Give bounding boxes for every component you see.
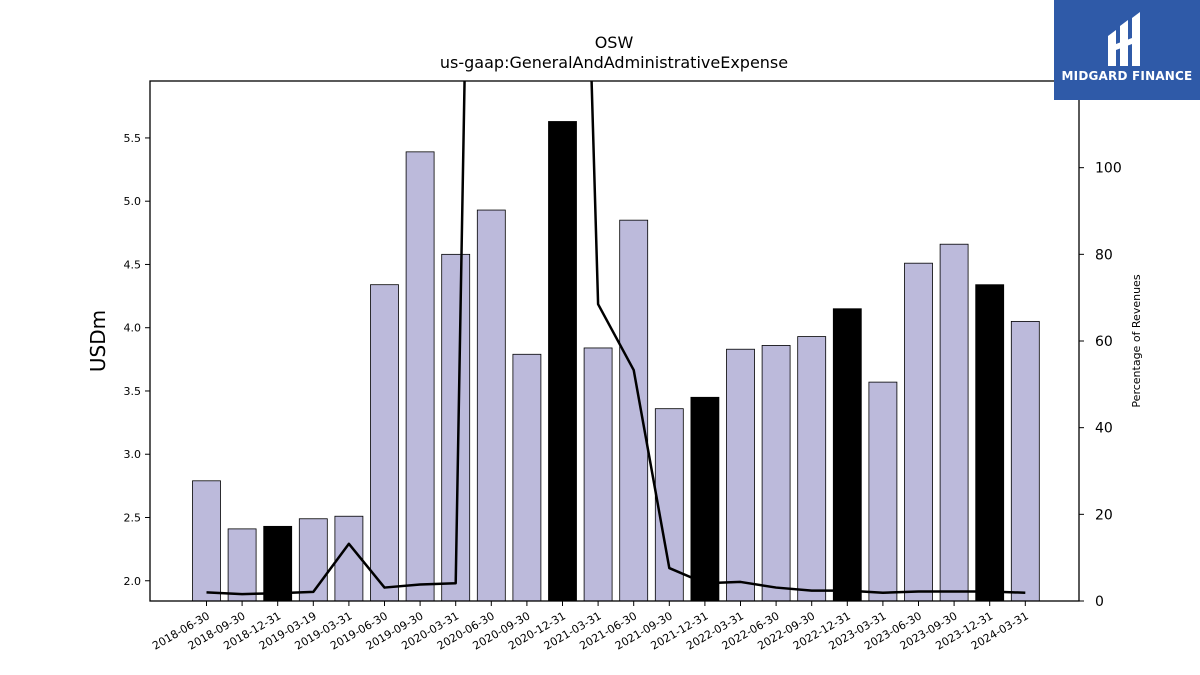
y-tick-label: 4.5 (124, 258, 142, 271)
y-axis-label: USDm (86, 310, 110, 372)
y-tick-label: 3.0 (124, 448, 142, 461)
y-tick-label: 3.5 (124, 385, 142, 398)
logo-mark-icon (1108, 12, 1140, 66)
bar-2023-12-31 (975, 284, 1005, 602)
y2-tick-label: 100 (1095, 161, 1122, 177)
bar-2019-06-30 (370, 284, 399, 602)
bar-2022-09-30 (797, 336, 827, 602)
bar-2024-03-31 (1010, 320, 1040, 602)
y2-axis-label: Percentage of Revenues (1130, 274, 1143, 407)
bar-2019-03-31 (334, 515, 364, 602)
y2-tick-label: 60 (1095, 334, 1113, 350)
chart-title: OSW (595, 33, 634, 52)
bar-2023-09-30 (939, 243, 969, 602)
bar-2019-09-30 (405, 151, 435, 602)
bar-2019-03-19 (298, 518, 328, 602)
y-tick-label: 5.5 (124, 132, 142, 145)
bar-2018-06-30 (192, 480, 221, 602)
y2-tick-label: 0 (1095, 594, 1104, 610)
bar-2018-12-31 (263, 525, 293, 602)
bar-series (192, 121, 1040, 602)
bar-2022-06-30 (761, 345, 791, 602)
y2-tick-label: 20 (1095, 507, 1113, 523)
bar-2022-12-31 (832, 308, 862, 602)
y2-tick-label: 40 (1095, 421, 1113, 437)
chart-subtitle: us-gaap:GeneralAndAdministrativeExpense (440, 53, 788, 72)
y-tick-label: 2.5 (124, 511, 142, 524)
y2-tick-label: 80 (1095, 247, 1113, 263)
bar-2021-03-31 (583, 347, 613, 602)
bar-2023-06-30 (904, 262, 933, 602)
x-axis: 2018-06-302018-09-302018-12-312019-03-19… (150, 601, 1031, 653)
bar-2021-06-30 (619, 219, 649, 602)
bar-2020-09-30 (512, 353, 542, 602)
bar-2018-09-30 (227, 528, 257, 602)
bar-2022-03-31 (726, 348, 755, 602)
y-axis-right: 0 20 40 60 80 100 (1079, 161, 1122, 610)
y-tick-label: 5.0 (124, 195, 142, 208)
bar-2023-03-31 (868, 381, 898, 602)
plot-frame (149, 80, 1080, 602)
bar-2020-06-30 (476, 209, 506, 602)
bar-2021-09-30 (654, 408, 684, 602)
brand-logo: MIDGARD FINANCE (1054, 0, 1200, 100)
y-tick-label: 2.0 (124, 575, 142, 588)
bar-2021-12-31 (690, 396, 720, 602)
y-axis-left: 2.0 2.5 3.0 3.5 4.0 4.5 5.0 5.5 (124, 132, 150, 588)
y-tick-label: 4.0 (124, 322, 142, 335)
line-series (206, 81, 1026, 596)
logo-text: MIDGARD FINANCE (1061, 69, 1193, 83)
percentage-line (206, 81, 1026, 596)
bar-2020-12-31 (548, 121, 577, 602)
